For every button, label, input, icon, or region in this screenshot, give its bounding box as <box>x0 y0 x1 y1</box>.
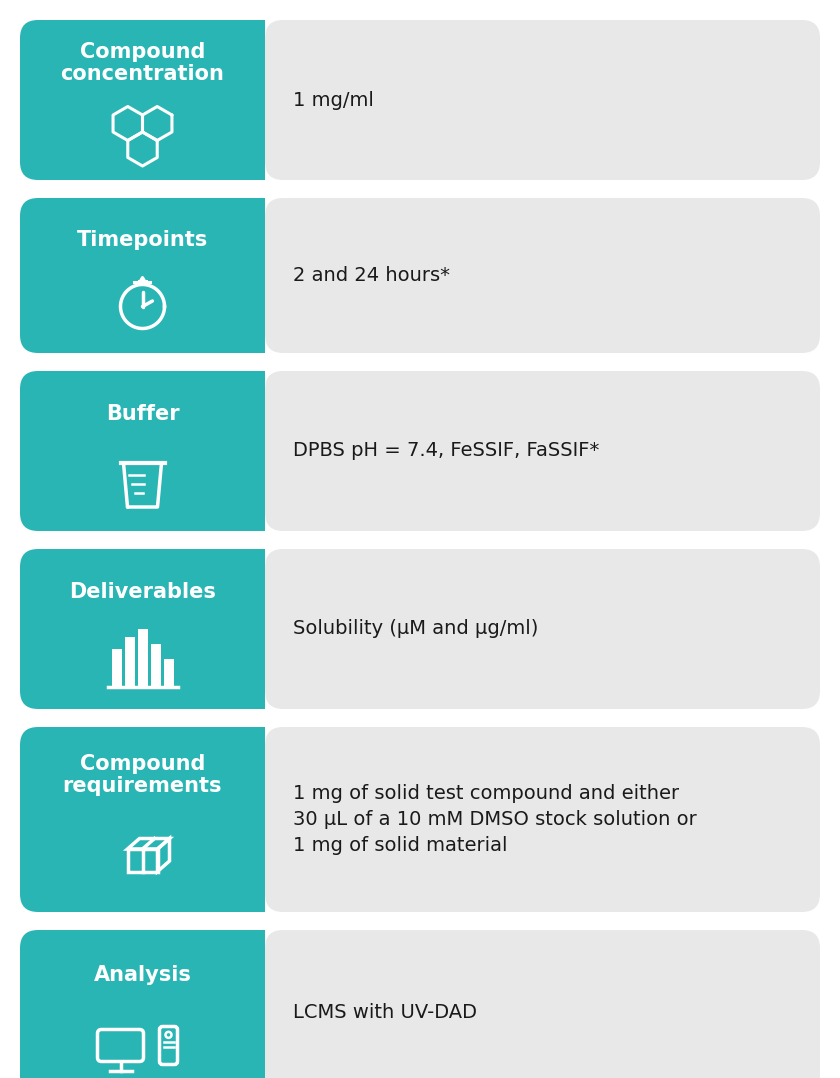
FancyBboxPatch shape <box>20 727 265 912</box>
FancyBboxPatch shape <box>20 20 265 180</box>
Text: Analysis: Analysis <box>93 965 192 984</box>
Bar <box>112 649 122 687</box>
Text: requirements: requirements <box>63 776 223 796</box>
Text: DPBS pH = 7.4, FeSSIF, FaSSIF*: DPBS pH = 7.4, FeSSIF, FaSSIF* <box>293 442 600 460</box>
FancyBboxPatch shape <box>265 727 820 912</box>
Text: 1 mg/ml: 1 mg/ml <box>293 91 374 110</box>
Text: 2 and 24 hours*: 2 and 24 hours* <box>293 266 450 285</box>
Bar <box>150 644 160 687</box>
Bar <box>164 659 174 687</box>
FancyBboxPatch shape <box>20 930 265 1078</box>
Bar <box>138 628 148 687</box>
Text: Compound: Compound <box>80 42 205 63</box>
Bar <box>247 20 265 180</box>
Text: 30 μL of a 10 mM DMSO stock solution or: 30 μL of a 10 mM DMSO stock solution or <box>293 810 696 829</box>
Bar <box>124 637 134 687</box>
Text: 1 mg of solid test compound and either: 1 mg of solid test compound and either <box>293 784 679 803</box>
Text: Solubility (μM and μg/ml): Solubility (μM and μg/ml) <box>293 620 538 638</box>
Text: 1 mg of solid material: 1 mg of solid material <box>293 837 507 855</box>
Bar <box>247 371 265 531</box>
Text: concentration: concentration <box>60 64 224 84</box>
Bar <box>247 198 265 353</box>
Text: Compound: Compound <box>80 754 205 774</box>
FancyBboxPatch shape <box>265 198 820 353</box>
Bar <box>247 727 265 912</box>
Text: Buffer: Buffer <box>106 404 179 425</box>
Text: LCMS with UV-DAD: LCMS with UV-DAD <box>293 1003 477 1022</box>
Bar <box>138 279 148 285</box>
Text: Deliverables: Deliverables <box>69 582 216 603</box>
FancyBboxPatch shape <box>265 549 820 709</box>
FancyBboxPatch shape <box>20 371 265 531</box>
FancyBboxPatch shape <box>20 549 265 709</box>
FancyBboxPatch shape <box>265 930 820 1078</box>
Bar <box>247 930 265 1078</box>
Text: Timepoints: Timepoints <box>77 230 208 250</box>
FancyBboxPatch shape <box>265 371 820 531</box>
FancyBboxPatch shape <box>265 20 820 180</box>
Bar <box>247 549 265 709</box>
FancyBboxPatch shape <box>20 198 265 353</box>
